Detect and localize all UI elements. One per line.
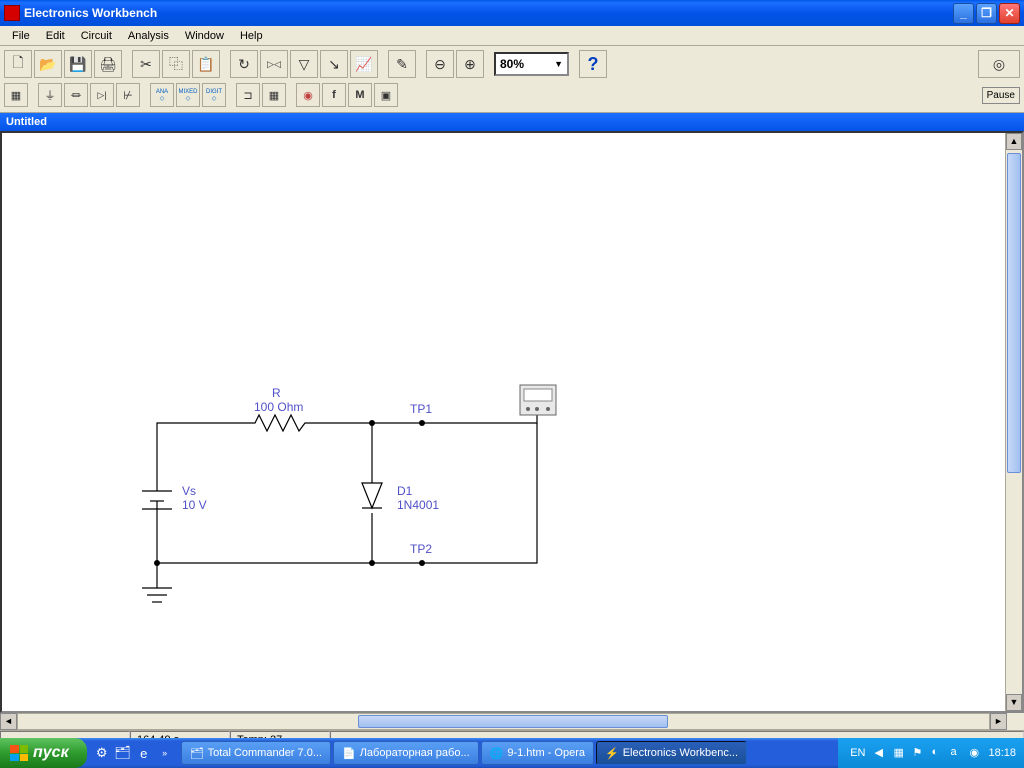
task-opera[interactable]: 🌐9-1.htm - Opera — [481, 741, 594, 765]
zoom-out-button[interactable]: ⊖ — [426, 50, 454, 78]
digital-ic-button[interactable]: DIGIT◇ — [202, 83, 226, 107]
probe-button[interactable]: ✎ — [388, 50, 416, 78]
tray-icon-5[interactable]: a — [950, 746, 964, 760]
tp2-label: TP2 — [410, 542, 432, 556]
app-icon — [4, 5, 20, 21]
copy-button[interactable]: ⿻ — [162, 50, 190, 78]
flip-h-button[interactable]: ▷◁ — [260, 50, 288, 78]
toolbar-area: 🗋 📂 💾 🖨 ✂ ⿻ 📋 ↻ ▷◁ ▽ ↘ 📈 ✎ ⊖ ⊕ 80% ▼ ? ◎… — [0, 46, 1024, 113]
scroll-down-icon[interactable]: ▼ — [1006, 694, 1022, 711]
diode-name: D1 — [397, 484, 413, 498]
rotate-button[interactable]: ↻ — [230, 50, 258, 78]
circuit-svg: R 100 Ohm Vs 10 V D1 1N4001 TP1 TP2 — [2, 133, 1002, 713]
task-ewb[interactable]: ⚡Electronics Workbenc... — [596, 741, 747, 765]
controls-button[interactable]: f — [322, 83, 346, 107]
language-indicator[interactable]: EN — [846, 745, 869, 761]
hscroll-thumb[interactable] — [358, 715, 668, 728]
diode-button[interactable]: ▷| — [90, 83, 114, 107]
toolbar-components: ▦ ⏚ ⏛ ▷| ⊬ ANA◇ MIXED◇ DIGIT◇ ⊐ ▦ ◉ f M … — [4, 80, 1020, 110]
diode-value: 1N4001 — [397, 498, 439, 512]
pause-button[interactable]: Pause — [982, 87, 1020, 104]
flip-v-button[interactable]: ▽ — [290, 50, 318, 78]
tray-icon-2[interactable]: ▦ — [893, 746, 907, 760]
task-word[interactable]: 📄Лабораторная рабо... — [333, 741, 479, 765]
circuit-canvas[interactable]: R 100 Ohm Vs 10 V D1 1N4001 TP1 TP2 ▲ ▼ — [0, 131, 1024, 713]
clock: 18:18 — [988, 747, 1016, 759]
tray-icon-3[interactable]: ⚑ — [912, 746, 926, 760]
windows-logo-icon — [10, 745, 28, 761]
ql-icon-2[interactable]: 🗂 — [114, 743, 132, 763]
menu-analysis[interactable]: Analysis — [120, 28, 177, 44]
chevron-down-icon: ▼ — [554, 59, 563, 69]
instruments-button[interactable]: ▣ — [374, 83, 398, 107]
document-titlebar: Untitled — [0, 113, 1024, 131]
misc-button[interactable]: M — [348, 83, 372, 107]
scroll-right-icon[interactable]: ► — [990, 713, 1007, 730]
quick-launch: ⚙ 🗂 e » — [87, 743, 180, 763]
zoom-select[interactable]: 80% ▼ — [494, 52, 569, 76]
system-tray: EN ◀ ▦ ⚑ ◐ a ◉ 18:18 — [838, 738, 1024, 768]
toolbar-main: 🗋 📂 💾 🖨 ✂ ⿻ 📋 ↻ ▷◁ ▽ ↘ 📈 ✎ ⊖ ⊕ 80% ▼ ? ◎ — [4, 48, 1020, 80]
menu-window[interactable]: Window — [177, 28, 232, 44]
resistor-name: R — [272, 386, 281, 400]
save-file-button[interactable]: 💾 — [64, 50, 92, 78]
print-button[interactable]: 🖨 — [94, 50, 122, 78]
vertical-scrollbar[interactable]: ▲ ▼ — [1005, 133, 1022, 711]
start-button[interactable]: пуск — [0, 738, 87, 768]
tp1-label: TP1 — [410, 402, 432, 416]
menu-help[interactable]: Help — [232, 28, 271, 44]
close-button[interactable]: ✕ — [999, 3, 1020, 24]
transistor-button[interactable]: ⊬ — [116, 83, 140, 107]
open-file-button[interactable]: 📂 — [34, 50, 62, 78]
tray-icon-1[interactable]: ◀ — [874, 746, 888, 760]
taskbar: пуск ⚙ 🗂 e » 🗂Total Commander 7.0... 📄Ла… — [0, 738, 1024, 768]
minimize-button[interactable]: _ — [953, 3, 974, 24]
ql-icon-3[interactable]: e — [135, 743, 153, 763]
menu-circuit[interactable]: Circuit — [73, 28, 120, 44]
indicators-button[interactable]: ◉ — [296, 83, 320, 107]
vscroll-thumb[interactable] — [1007, 153, 1021, 473]
ql-icon-1[interactable]: ⚙ — [93, 743, 111, 763]
menu-file[interactable]: File — [4, 28, 38, 44]
graph-button[interactable]: 📈 — [350, 50, 378, 78]
tray-icon-6[interactable]: ◉ — [969, 746, 983, 760]
help-button[interactable]: ? — [579, 50, 607, 78]
maximize-button[interactable]: ❐ — [976, 3, 997, 24]
app-title: Electronics Workbench — [24, 6, 953, 20]
cut-button[interactable]: ✂ — [132, 50, 160, 78]
scroll-left-icon[interactable]: ◄ — [0, 713, 17, 730]
menu-edit[interactable]: Edit — [38, 28, 73, 44]
select-tool[interactable]: ▦ — [4, 83, 28, 107]
menubar: File Edit Circuit Analysis Window Help — [0, 26, 1024, 46]
source-value: 10 V — [182, 498, 207, 512]
document-title: Untitled — [6, 116, 47, 128]
ql-icon-more[interactable]: » — [156, 743, 174, 763]
mixed-ic-button[interactable]: MIXED◇ — [176, 83, 200, 107]
power-switch[interactable]: ◎ — [978, 50, 1020, 78]
zoom-value: 80% — [500, 57, 524, 71]
basic-button[interactable]: ⏛ — [64, 83, 88, 107]
reduce-button[interactable]: ↘ — [320, 50, 348, 78]
logic-gates-button[interactable]: ⊐ — [236, 83, 260, 107]
source-name: Vs — [182, 484, 196, 498]
sources-button[interactable]: ⏚ — [38, 83, 62, 107]
scroll-up-icon[interactable]: ▲ — [1006, 133, 1022, 150]
task-total-commander[interactable]: 🗂Total Commander 7.0... — [181, 741, 331, 765]
analog-ic-button[interactable]: ANA◇ — [150, 83, 174, 107]
new-file-button[interactable]: 🗋 — [4, 50, 32, 78]
horizontal-scrollbar[interactable]: ◄ ► — [0, 713, 1024, 730]
zoom-in-button[interactable]: ⊕ — [456, 50, 484, 78]
digital-button[interactable]: ▦ — [262, 83, 286, 107]
resistor-value: 100 Ohm — [254, 400, 303, 414]
paste-button[interactable]: 📋 — [192, 50, 220, 78]
tray-icon-4[interactable]: ◐ — [931, 746, 945, 760]
titlebar: Electronics Workbench _ ❐ ✕ — [0, 0, 1024, 26]
